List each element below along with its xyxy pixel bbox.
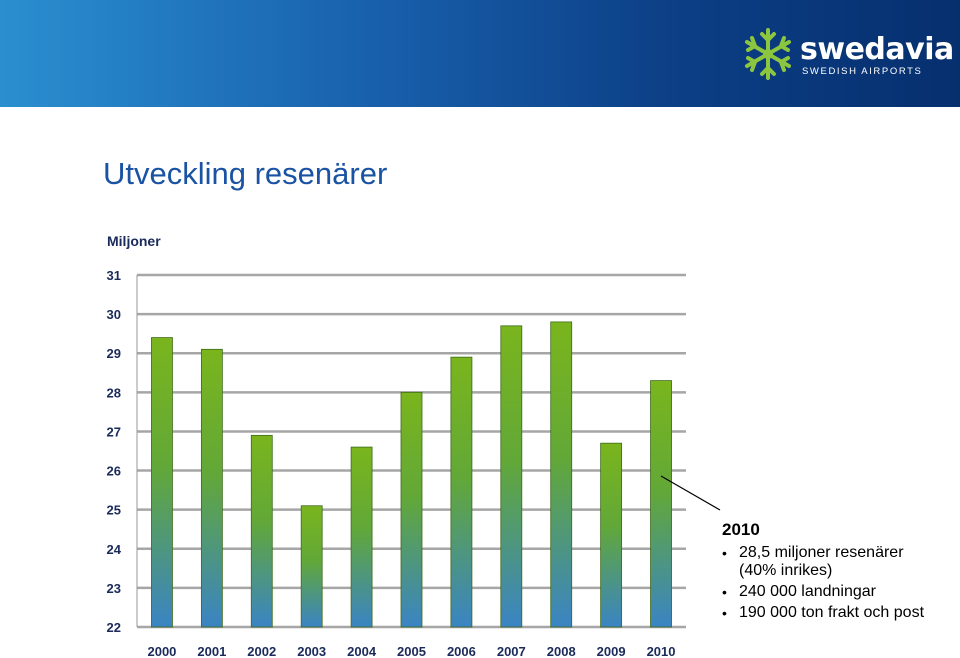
swedavia-logo: swedavia SWEDISH AIRPORTS	[740, 24, 954, 84]
bar-2003	[300, 505, 323, 628]
bar-2004	[350, 446, 373, 628]
x-tick-label: 2001	[197, 644, 226, 658]
x-tick-label: 2004	[347, 644, 377, 658]
annotation-line: 240 000 landningar	[739, 583, 877, 600]
x-tick-label: 2010	[647, 644, 676, 658]
y-tick-label: 29	[107, 346, 121, 361]
header-banner: swedavia SWEDISH AIRPORTS	[0, 0, 960, 107]
list-item: 240 000 landningar	[722, 583, 924, 601]
list-item: 28,5 miljoner resenärer (40% inrikes)	[722, 544, 924, 580]
bar-2002	[250, 434, 273, 628]
bar-2010	[650, 380, 672, 628]
bar-2008	[550, 321, 573, 628]
annotation-box: 2010 28,5 miljoner resenärer (40% inrike…	[722, 520, 924, 625]
y-tick-label: 26	[107, 464, 121, 479]
annotation-line: 190 000 ton frakt och post	[739, 604, 925, 621]
brand-tagline: SWEDISH AIRPORTS	[802, 66, 923, 77]
list-item: 190 000 ton frakt och post	[722, 604, 924, 622]
x-tick-label: 2000	[147, 644, 176, 658]
bar-2001	[200, 348, 223, 628]
annotation-list: 28,5 miljoner resenärer (40% inrikes) 24…	[722, 544, 924, 622]
x-tick-label: 2002	[247, 644, 276, 658]
y-tick-label: 22	[107, 620, 121, 635]
bar-2007	[500, 325, 523, 628]
annotation-line: 28,5 miljoner resenärer	[739, 544, 904, 561]
bar-2000	[151, 337, 173, 628]
y-tick-label: 31	[107, 268, 121, 283]
x-tick-label: 2005	[397, 644, 426, 658]
y-tick-label: 28	[107, 385, 121, 400]
bar-2006	[450, 356, 473, 628]
annotation-pointer-line	[660, 475, 721, 511]
x-tick-label: 2009	[597, 644, 626, 658]
bar-2005	[400, 391, 423, 628]
annotation-heading: 2010	[722, 520, 760, 539]
y-tick-label: 30	[107, 307, 121, 322]
snowflake-icon	[745, 28, 791, 80]
y-tick-label: 25	[107, 503, 121, 518]
x-tick-label: 2008	[547, 644, 576, 658]
bar-2009	[600, 442, 623, 628]
y-tick-label: 27	[107, 424, 121, 439]
y-axis-label: Miljoner	[107, 233, 161, 249]
x-tick-label: 2003	[297, 644, 326, 658]
annotation-line: (40% inrikes)	[739, 562, 833, 579]
y-tick-label: 24	[107, 542, 122, 557]
brand-name: swedavia	[800, 32, 954, 67]
page-title: Utveckling resenärer	[103, 156, 388, 191]
x-tick-label: 2006	[447, 644, 476, 658]
y-tick-label: 23	[107, 581, 121, 596]
x-tick-label: 2007	[497, 644, 526, 658]
